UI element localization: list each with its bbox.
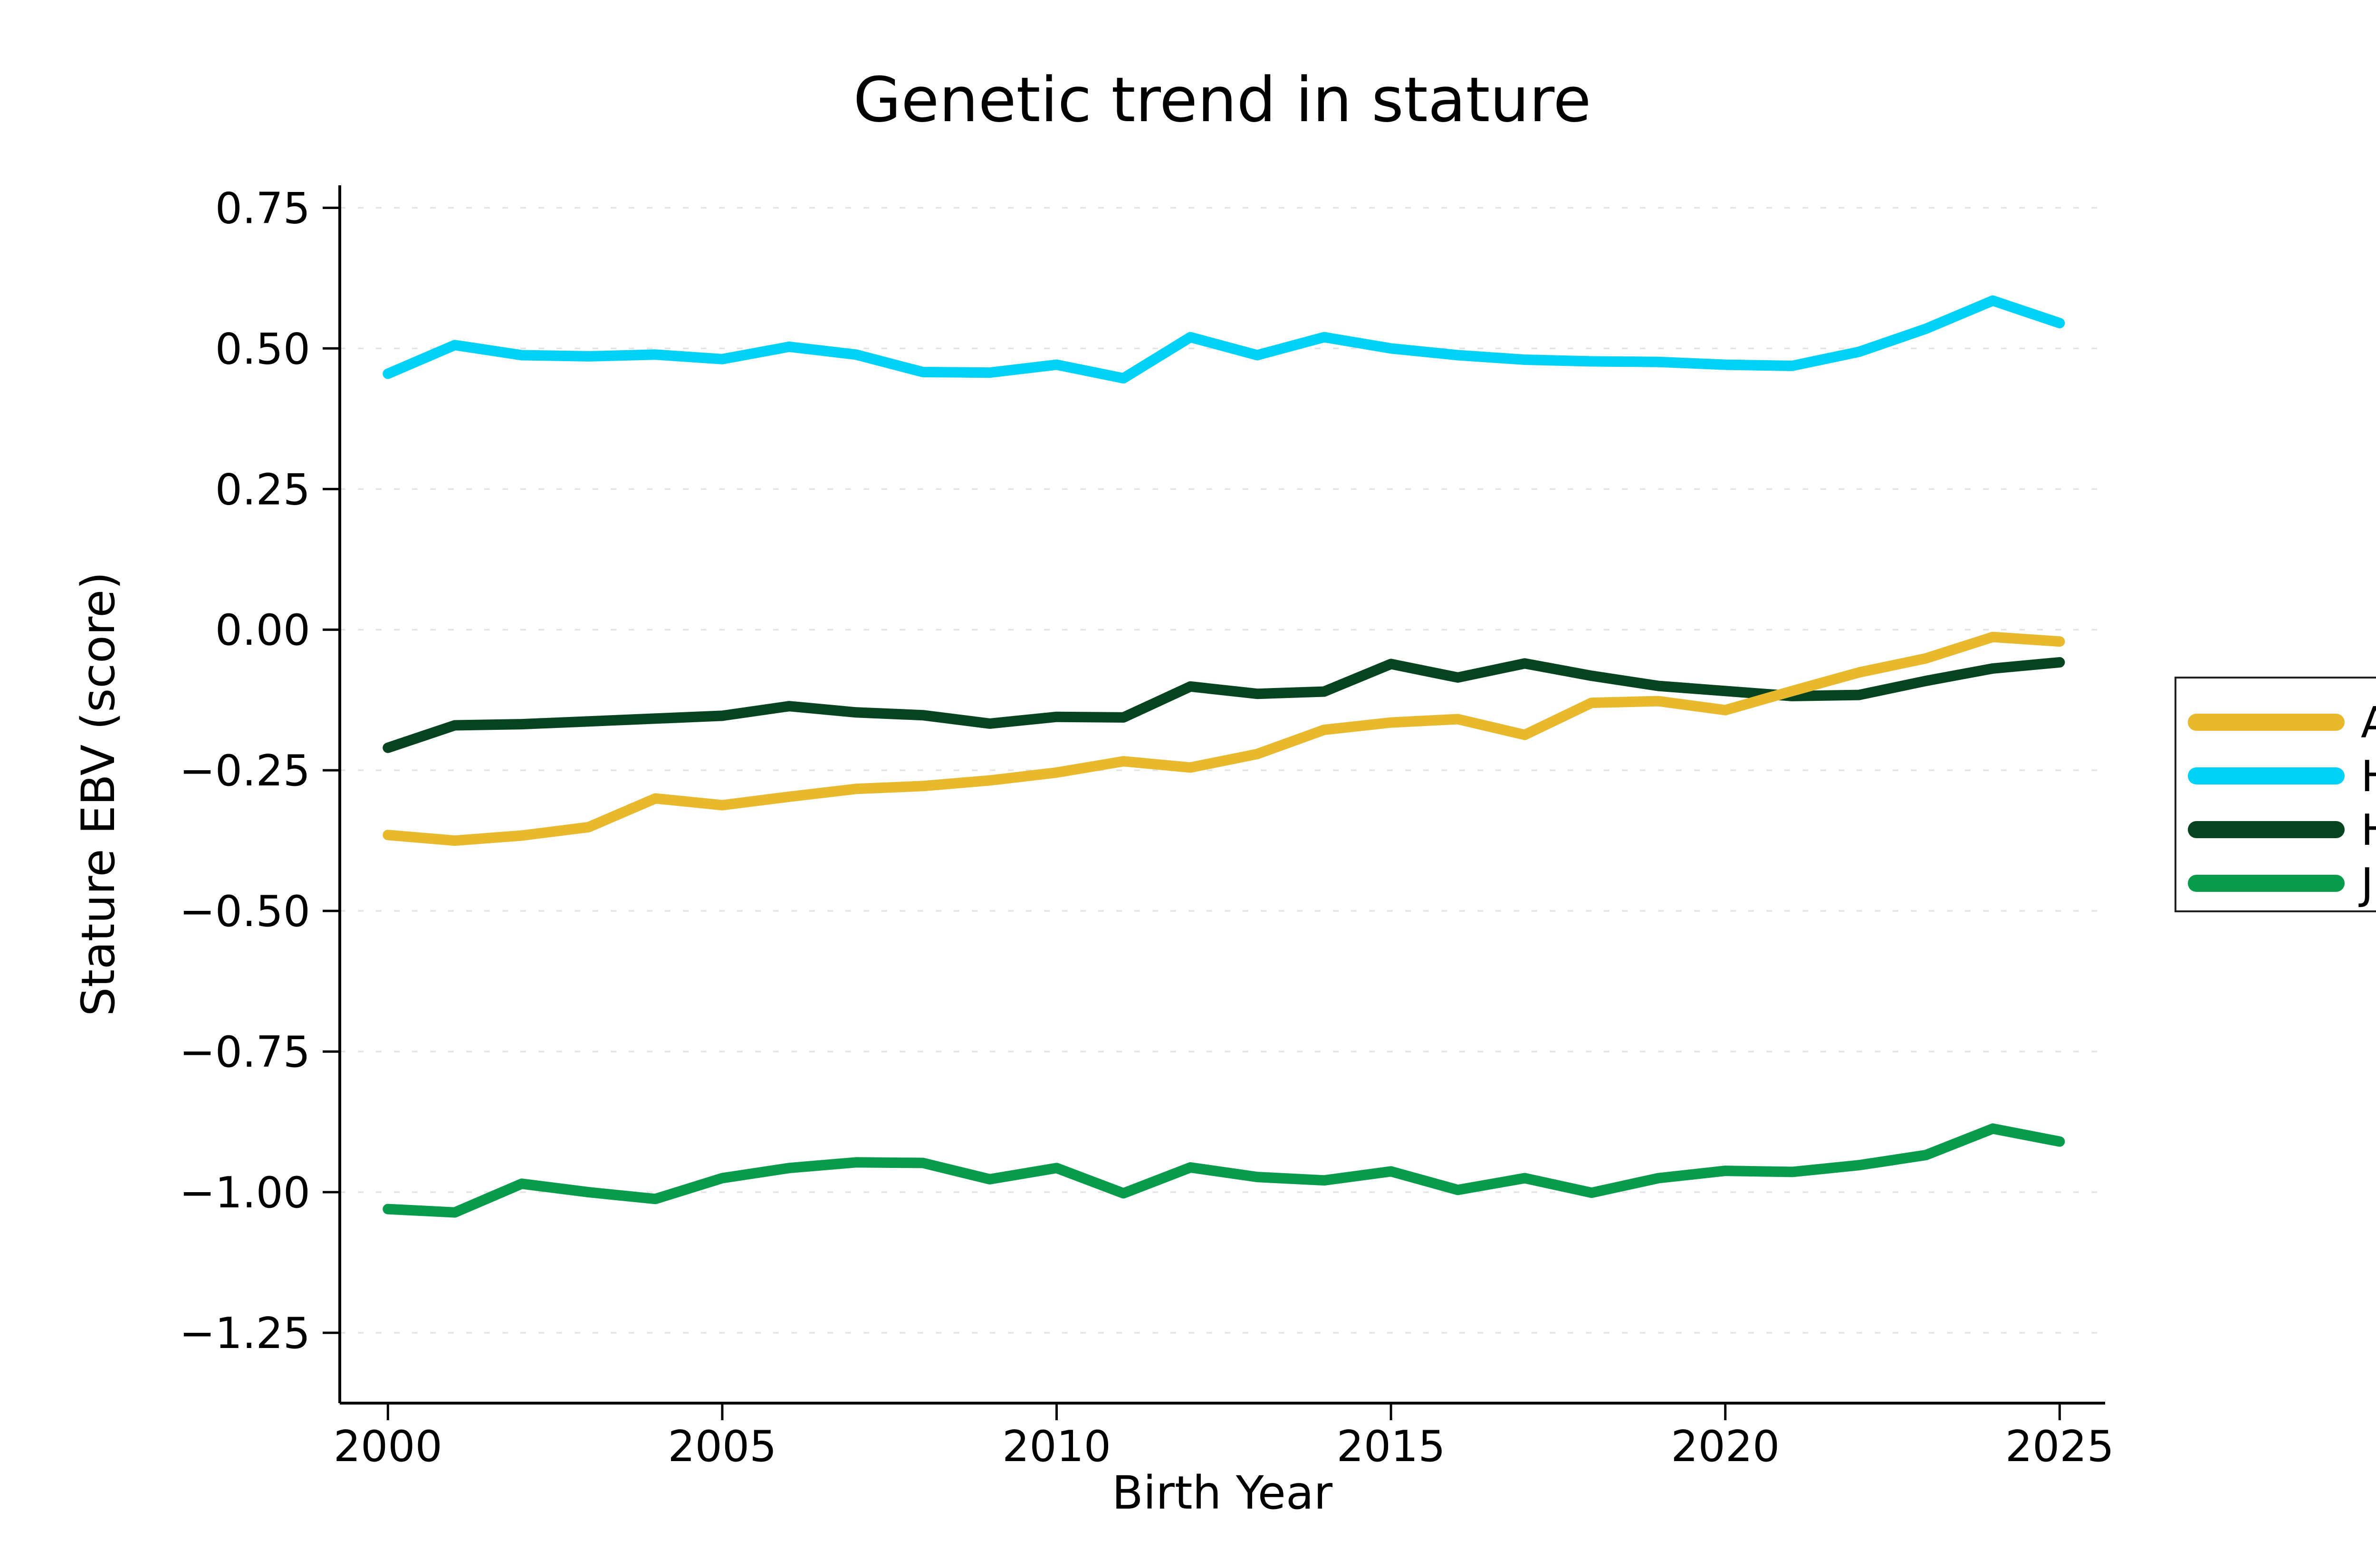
legend: AHF HFJ J bbox=[2175, 677, 2376, 912]
x-tick-label-2015: 2015 bbox=[1337, 1422, 1446, 1472]
y-tick-label-0.75: 0.75 bbox=[215, 183, 310, 233]
chart-title: Genetic trend in stature bbox=[853, 64, 1591, 136]
series-line-HF bbox=[383, 295, 2065, 384]
series-line-J bbox=[383, 1123, 2065, 1218]
x-tick-label-2010: 2010 bbox=[1002, 1422, 1111, 1472]
y-tick-label--1.25: −1.25 bbox=[179, 1309, 310, 1358]
y-tick-label-0.25: 0.25 bbox=[215, 465, 310, 515]
legend-label-HF: HF bbox=[2361, 752, 2376, 802]
y-tick-label--0.5: −0.50 bbox=[179, 887, 310, 937]
x-tick-label-2025: 2025 bbox=[2005, 1422, 2114, 1472]
x-tick-label-2020: 2020 bbox=[1671, 1422, 1780, 1472]
x-axis-title: Birth Year bbox=[1112, 1466, 1333, 1520]
legend-label-J: J bbox=[2358, 859, 2374, 909]
legend-label-A: A bbox=[2361, 698, 2376, 748]
y-tick-label--0.25: −0.25 bbox=[179, 746, 310, 796]
y-tick-label-0.5: 0.50 bbox=[215, 324, 310, 374]
legend-label-HFJ: HFJ bbox=[2361, 805, 2376, 855]
series-line-A bbox=[383, 631, 2065, 846]
y-axis-title: Stature EBV (score) bbox=[72, 572, 125, 1016]
y-tick-label--1: −1.00 bbox=[179, 1168, 310, 1218]
y-tick-label--0.75: −0.75 bbox=[179, 1027, 310, 1077]
y-tick-label-0: 0.00 bbox=[215, 605, 310, 655]
series-layer bbox=[383, 295, 2065, 1218]
x-tick-label-2005: 2005 bbox=[668, 1422, 776, 1472]
series-line-HFJ bbox=[383, 657, 2065, 753]
axes-layer: 0.75 0.50 0.25 0.00 −0.25 −0.50 −0.75 −1.00 −1.2… bbox=[179, 183, 2114, 1472]
x-tick-label-2000: 2000 bbox=[334, 1422, 442, 1472]
